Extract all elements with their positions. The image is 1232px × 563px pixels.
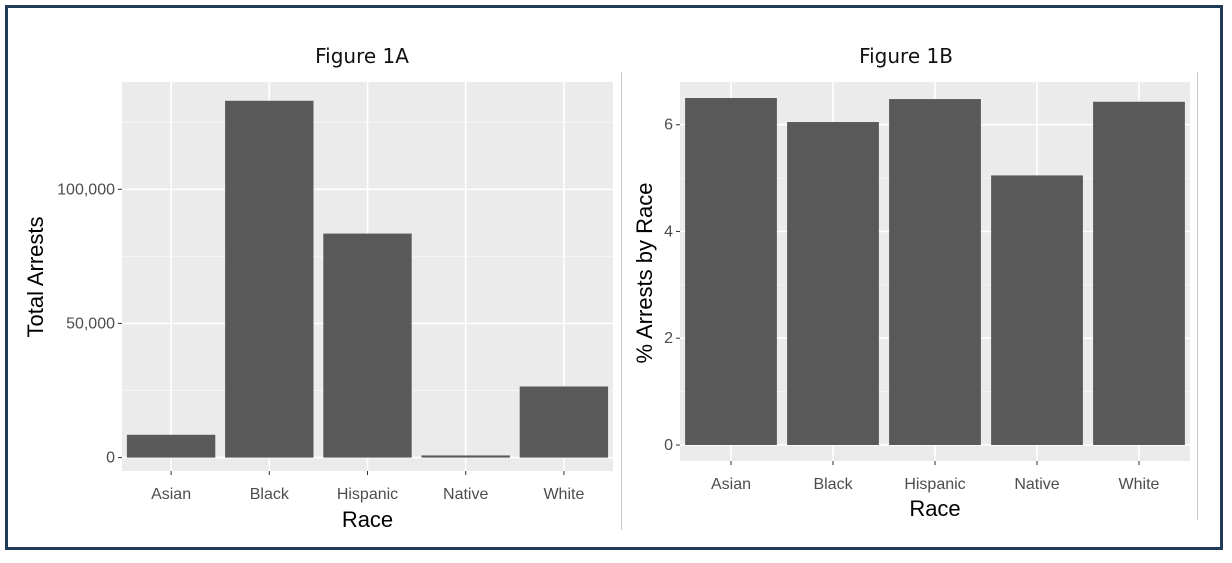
bar-native <box>991 175 1083 445</box>
chart-1b: 0 2 4 6 Asian Black Hispanic Native White Race % A… <box>632 82 1190 521</box>
chart-1a: 0 50,000 100,000 Asian Black Hispanic Native Wh… <box>23 82 613 532</box>
y-tick-label: 50,000 <box>66 315 115 332</box>
x-tick-label: Hispanic <box>904 476 965 493</box>
bar-black <box>787 122 879 445</box>
y-tick-label: 6 <box>664 117 673 134</box>
panel-divider <box>621 72 622 530</box>
y-tick-label: 4 <box>664 223 673 240</box>
bar-white <box>1093 101 1185 445</box>
y-tick-label: 100,000 <box>57 181 115 198</box>
x-tick-label: Hispanic <box>337 486 398 503</box>
bar-native <box>421 455 510 458</box>
x-tick-label: Black <box>813 476 853 493</box>
x-tick-label: Asian <box>151 486 191 503</box>
x-tick-label: Black <box>250 486 290 503</box>
x-tick-label: Native <box>1014 476 1059 493</box>
x-axis-title: Race <box>342 507 393 532</box>
panel-divider <box>1197 72 1198 520</box>
bar-asian <box>685 98 777 445</box>
bar-black <box>225 100 314 458</box>
x-tick-label: White <box>543 486 584 503</box>
bar-asian <box>126 434 216 458</box>
bar-white <box>519 386 609 458</box>
chart-title-1a: Figure 1A <box>315 44 409 68</box>
chart-title-1b: Figure 1B <box>859 44 953 68</box>
y-tick-label: 0 <box>106 450 115 467</box>
bar-hispanic <box>889 99 981 445</box>
y-tick-label: 2 <box>664 330 673 347</box>
x-tick-label: Native <box>443 486 488 503</box>
bar-hispanic <box>323 233 412 458</box>
y-axis-title: Total Arrests <box>23 216 48 337</box>
x-tick-label: Asian <box>711 476 751 493</box>
x-axis-title: Race <box>909 496 960 521</box>
x-tick-label: White <box>1119 476 1160 493</box>
y-tick-label: 0 <box>664 437 673 454</box>
y-axis-title: % Arrests by Race <box>632 183 657 364</box>
